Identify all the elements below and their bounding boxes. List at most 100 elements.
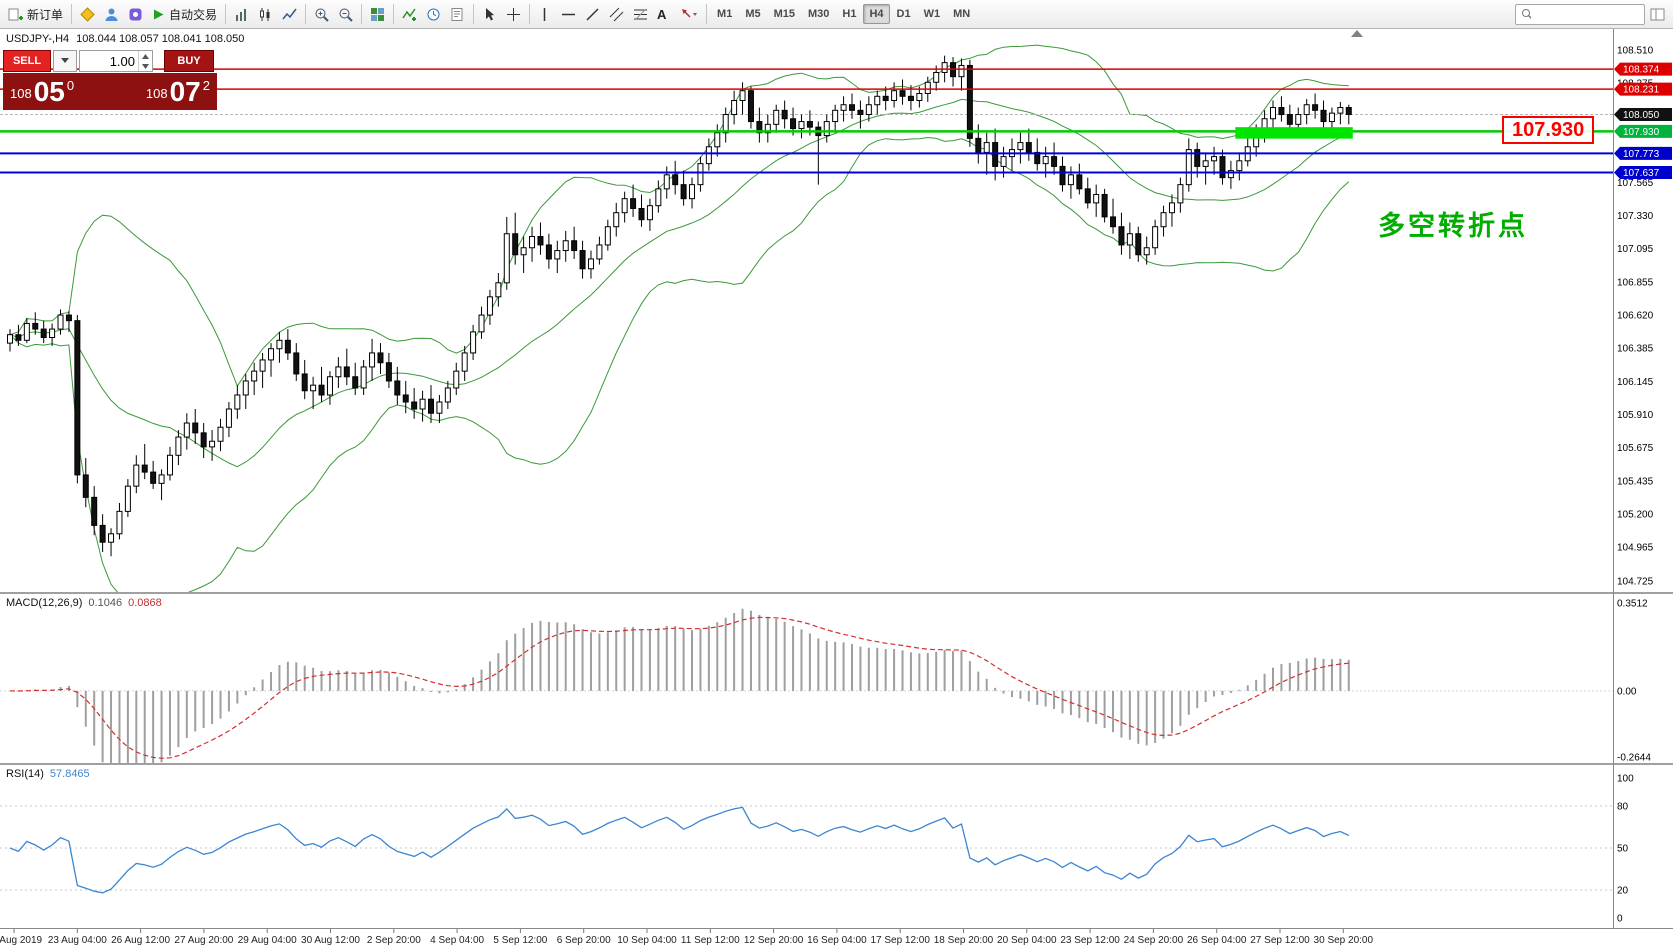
- layout-button[interactable]: [1646, 3, 1669, 26]
- sell-button[interactable]: SELL: [3, 50, 51, 72]
- spinner-down-icon[interactable]: [142, 63, 149, 69]
- zoom-in-button[interactable]: [310, 3, 333, 26]
- svg-text:107.565: 107.565: [1617, 178, 1654, 189]
- buy-button[interactable]: BUY: [164, 50, 214, 72]
- toolbar-separator: [225, 4, 227, 24]
- sell-price[interactable]: 108 05 0: [10, 75, 75, 107]
- fibonacci-tool-button[interactable]: [629, 3, 652, 26]
- indicators-button[interactable]: [398, 3, 421, 26]
- arrow-tool-icon: [682, 8, 698, 18]
- svg-text:108.510: 108.510: [1617, 46, 1654, 57]
- new-order-icon: [8, 8, 23, 20]
- timeframe-m30-button[interactable]: M30: [802, 4, 835, 24]
- svg-text:30 Sep 20:00: 30 Sep 20:00: [1314, 935, 1374, 946]
- timeframe-m5-button[interactable]: M5: [739, 4, 766, 24]
- cursor-button[interactable]: [478, 3, 501, 26]
- vertical-line-tool-button[interactable]: [534, 3, 556, 26]
- zoom-out-button[interactable]: [334, 3, 357, 26]
- svg-text:105.435: 105.435: [1617, 477, 1654, 488]
- line-chart-button[interactable]: [278, 3, 301, 26]
- zoom-in-icon: [315, 8, 329, 22]
- market-button[interactable]: [76, 3, 99, 26]
- price-badge: 107.773: [1614, 146, 1672, 160]
- search-input[interactable]: [1535, 7, 1639, 21]
- svg-text:6 Sep 20:00: 6 Sep 20:00: [557, 935, 611, 946]
- svg-text:107.637: 107.637: [1623, 168, 1660, 179]
- market-icon: [80, 6, 95, 22]
- layout-icon: [1650, 8, 1665, 20]
- highlight-rectangle[interactable]: [1235, 127, 1353, 139]
- volume-input[interactable]: 1.00: [79, 50, 153, 72]
- timeframe-w1-button[interactable]: W1: [918, 4, 947, 24]
- svg-text:107.330: 107.330: [1617, 211, 1654, 222]
- cursor-icon: [486, 7, 495, 20]
- timeframe-m15-button[interactable]: M15: [768, 4, 801, 24]
- timeframe-mn-button[interactable]: MN: [947, 4, 976, 24]
- templates-button[interactable]: [446, 3, 469, 26]
- svg-text:30 Aug 12:00: 30 Aug 12:00: [301, 935, 360, 946]
- volume-spinner[interactable]: [138, 51, 152, 71]
- toolbar-separator: [706, 4, 708, 24]
- svg-text:18 Sep 20:00: 18 Sep 20:00: [934, 935, 994, 946]
- periods-button[interactable]: [422, 3, 445, 26]
- auto-trading-button[interactable]: 自动交易: [148, 3, 221, 26]
- tile-windows-button[interactable]: [366, 3, 389, 26]
- timeframe-h4-button[interactable]: H4: [863, 4, 890, 24]
- line-chart-icon: [282, 8, 297, 19]
- svg-text:0.00: 0.00: [1617, 686, 1637, 697]
- timeframe-h1-button[interactable]: H1: [836, 4, 862, 24]
- horizontal-line-tool-button[interactable]: [557, 3, 580, 26]
- channel-tool-button[interactable]: [605, 3, 628, 26]
- template-icon: [451, 7, 463, 21]
- spinner-up-icon[interactable]: [142, 53, 149, 59]
- svg-text:106.855: 106.855: [1617, 278, 1654, 289]
- svg-text:4 Sep 04:00: 4 Sep 04:00: [430, 935, 484, 946]
- price-display: 108 05 0 108 07 2: [3, 73, 217, 110]
- trendline-tool-button[interactable]: [581, 3, 604, 26]
- svg-text:16 Sep 04:00: 16 Sep 04:00: [807, 935, 867, 946]
- candlestick-chart-button[interactable]: [254, 3, 277, 26]
- time-axis: 21 Aug 2019 23 Aug 04:00 26 Aug 12:00 27 Au…: [0, 929, 1373, 946]
- profile-button[interactable]: [100, 3, 123, 26]
- bollinger-bands[interactable]: [9, 44, 1350, 598]
- price-callout-label[interactable]: 107.930: [1502, 116, 1595, 144]
- svg-text:11 Sep 12:00: 11 Sep 12:00: [681, 935, 740, 946]
- timeframe-m1-button[interactable]: M1: [711, 4, 738, 24]
- macd-histogram: [17, 608, 1350, 763]
- toolbar-separator: [393, 4, 395, 24]
- arrows-tool-button[interactable]: [676, 3, 702, 26]
- community-button[interactable]: [124, 3, 147, 26]
- chevron-down-icon: [61, 58, 69, 63]
- buy-price[interactable]: 108 07 2: [145, 75, 210, 107]
- clock-icon: [427, 8, 440, 20]
- crosshair-button[interactable]: [502, 3, 525, 26]
- svg-text:50: 50: [1617, 844, 1629, 855]
- rsi-name: RSI(14): [6, 768, 44, 780]
- bar-chart-button[interactable]: [230, 3, 253, 26]
- macd-signal-line: [9, 616, 1349, 759]
- svg-text:80: 80: [1617, 802, 1629, 813]
- volume-dropdown-button[interactable]: [53, 50, 77, 72]
- search-box[interactable]: [1515, 3, 1645, 25]
- search-icon: [1522, 9, 1532, 20]
- svg-text:23 Aug 04:00: 23 Aug 04:00: [48, 935, 107, 946]
- new-order-button[interactable]: 新订单: [4, 3, 67, 26]
- chart-shift-marker-icon[interactable]: [1351, 30, 1363, 37]
- toolbar-separator: [305, 4, 307, 24]
- price-badge: 108.231: [1614, 82, 1672, 96]
- svg-text:27 Sep 12:00: 27 Sep 12:00: [1250, 935, 1310, 946]
- trendline-icon: [586, 7, 599, 21]
- svg-text:104.725: 104.725: [1617, 576, 1654, 587]
- macd-signal-value: 0.0868: [128, 597, 162, 609]
- svg-text:107.095: 107.095: [1617, 244, 1654, 255]
- chart-annotation-text[interactable]: 多空转折点: [1378, 211, 1528, 241]
- text-tool-button[interactable]: A: [653, 3, 675, 26]
- svg-text:29 Aug 04:00: 29 Aug 04:00: [238, 935, 297, 946]
- timeframe-d1-button[interactable]: D1: [891, 4, 917, 24]
- svg-text:24 Sep 20:00: 24 Sep 20:00: [1124, 935, 1184, 946]
- macd-label: MACD(12,26,9) 0.1046 0.0868: [6, 597, 162, 609]
- fibonacci-icon: [634, 8, 648, 20]
- candlestick-series[interactable]: [7, 55, 1352, 557]
- rsi-label: RSI(14) 57.8465: [6, 768, 90, 780]
